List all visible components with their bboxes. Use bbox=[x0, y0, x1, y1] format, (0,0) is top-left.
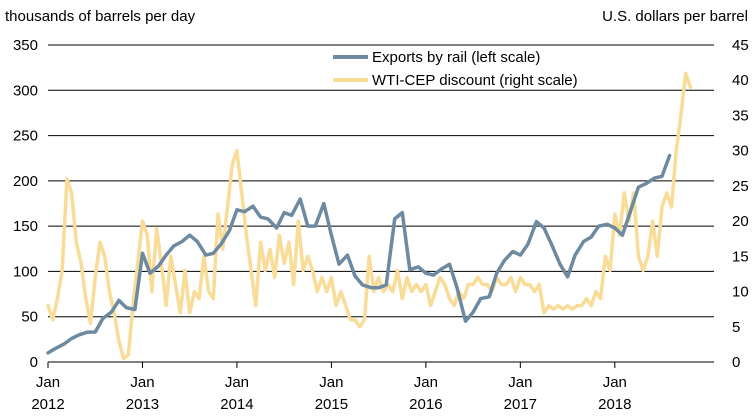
x-tick-month: Jan bbox=[225, 374, 249, 391]
series-layer bbox=[46, 71, 693, 361]
legend-label-discount: WTI-CEP discount (right scale) bbox=[372, 72, 578, 89]
gridlines bbox=[48, 44, 714, 363]
left-tick-label: 200 bbox=[13, 173, 38, 190]
x-tick-year: 2012 bbox=[31, 396, 64, 413]
left-tick-label: 350 bbox=[13, 37, 38, 54]
right-tick-label: 20 bbox=[732, 213, 749, 230]
left-tick-label: 0 bbox=[30, 354, 38, 371]
legend: Exports by rail (left scale) WTI-CEP dis… bbox=[333, 49, 578, 89]
right-tick-label: 35 bbox=[732, 107, 749, 124]
legend-label-exports: Exports by rail (left scale) bbox=[372, 49, 540, 66]
left-tick-label: 100 bbox=[13, 263, 38, 280]
x-tick-year: 2018 bbox=[598, 396, 631, 413]
x-tick-year: 2016 bbox=[409, 396, 442, 413]
x-tick-month: Jan bbox=[130, 374, 154, 391]
right-tick-label: 25 bbox=[732, 178, 749, 195]
x-tick-year: 2013 bbox=[126, 396, 159, 413]
left-tick-label: 50 bbox=[21, 309, 38, 326]
x-tick-month: Jan bbox=[414, 374, 438, 391]
right-tick-label: 10 bbox=[732, 284, 749, 301]
x-tick-month: Jan bbox=[508, 374, 532, 391]
right-tick-label: 45 bbox=[732, 37, 749, 54]
series-line-exports bbox=[46, 153, 672, 355]
left-axis: 0 50 100 150 200 250 300 350 bbox=[13, 37, 38, 371]
right-tick-label: 0 bbox=[732, 354, 740, 371]
right-tick-label: 40 bbox=[732, 72, 749, 89]
right-axis: 0 5 10 15 20 25 30 35 40 45 bbox=[732, 37, 749, 371]
left-tick-label: 300 bbox=[13, 82, 38, 99]
right-tick-label: 30 bbox=[732, 143, 749, 160]
right-tick-label: 5 bbox=[732, 319, 740, 336]
left-tick-label: 150 bbox=[13, 218, 38, 235]
right-axis-title: U.S. dollars per barrel bbox=[602, 8, 748, 25]
x-tick-year: 2017 bbox=[504, 396, 537, 413]
left-tick-label: 250 bbox=[13, 128, 38, 145]
x-axis: Jan 2012 Jan 2013 Jan 2014 Jan 2015 Jan 2016 Jan 20… bbox=[31, 362, 631, 413]
x-tick-month: Jan bbox=[36, 374, 60, 391]
right-tick-label: 15 bbox=[732, 248, 749, 265]
x-tick-year: 2014 bbox=[220, 396, 253, 413]
x-tick-year: 2015 bbox=[315, 396, 348, 413]
x-tick-month: Jan bbox=[603, 374, 627, 391]
left-axis-title: thousands of barrels per day bbox=[5, 8, 196, 25]
x-tick-month: Jan bbox=[319, 374, 343, 391]
series-line-discount bbox=[46, 71, 693, 361]
